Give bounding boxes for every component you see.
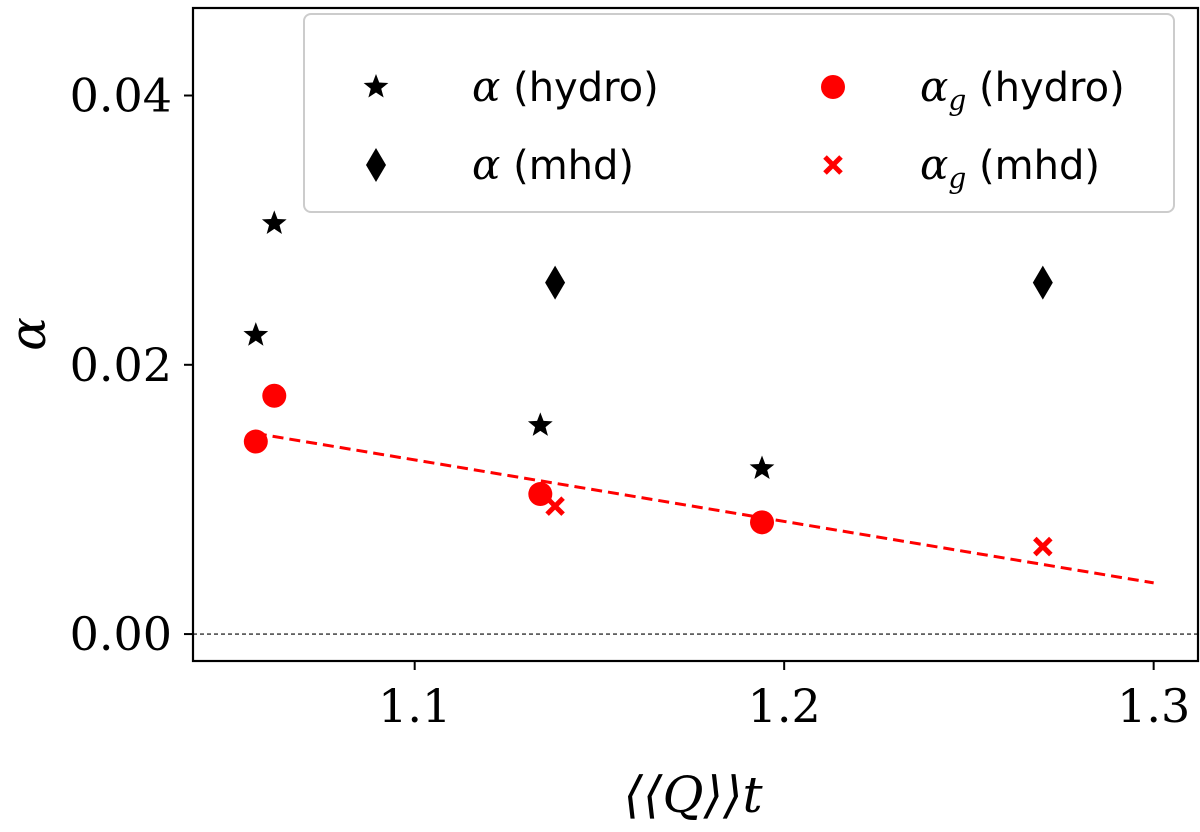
fit-line [255,431,1154,585]
x-tick-label: 1.1 [378,679,451,733]
data-point-circle-4 [750,510,775,535]
y-axis-label: α [0,317,57,351]
x-axis-label: ⟨⟨Q⟩⟩t [623,766,763,824]
legend-box [303,13,1175,213]
data-point-x-1 [545,496,565,516]
legend-entry: α (hydro) [363,62,659,111]
data-point-star-1 [243,322,269,346]
y-tick-label: 0.04 [70,69,172,123]
data-point-star-3 [527,412,553,436]
data-point-star-4 [749,455,775,479]
data-point-circle-2 [262,383,287,408]
data-point-diamond-1 [545,265,566,300]
legend-entry: αg (mhd) [823,140,1100,195]
data-point-x-2 [1033,536,1053,557]
x-tick-label: 1.3 [1117,679,1190,733]
x-tick-label: 1.2 [748,679,821,733]
legend-marker-star [363,74,389,98]
legend-label: α (hydro) [472,62,659,111]
legend-marker-x [823,155,843,175]
legend-label: αg (mhd) [920,140,1100,195]
legend-entry: α (mhd) [366,140,634,189]
data-point-star-2 [261,210,287,234]
data-point-circle-1 [243,429,268,454]
legend-label: αg (hydro) [920,62,1125,117]
legend-marker-diamond [366,148,386,182]
legend-entry: αg (hydro) [821,62,1125,117]
legend-label: α (mhd) [472,140,634,189]
y-tick-label: 0.02 [70,338,172,392]
legend-marker-circle [821,75,845,99]
data-point-diamond-2 [1032,265,1053,300]
y-tick-label: 0.00 [70,607,172,661]
